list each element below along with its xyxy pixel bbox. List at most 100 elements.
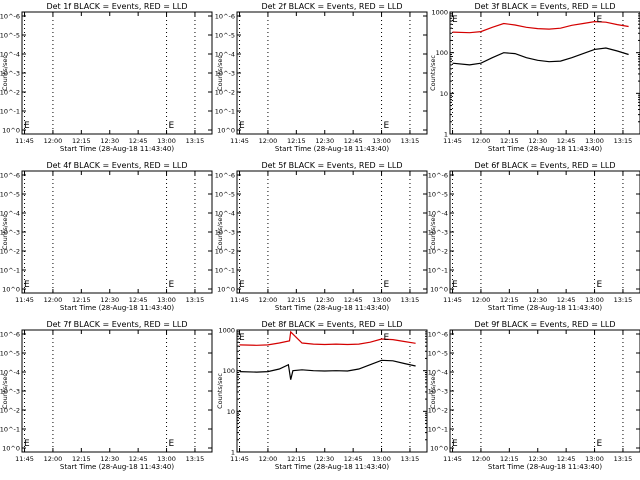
plot-frame — [449, 329, 640, 453]
x-tick-label: 12:15 — [72, 137, 91, 145]
x-tick-label: 12:15 — [72, 455, 91, 463]
y-tick-label: 10 — [227, 408, 235, 416]
y-tick-label: 10^-3 — [215, 229, 235, 237]
x-tick-label: 13:15 — [614, 137, 633, 145]
x-tick-label: 13:15 — [401, 455, 420, 463]
event-marker-label: E — [169, 121, 175, 131]
y-tick-label: 10^-3 — [0, 388, 20, 396]
panel-3: Det 3f BLACK = Events, RED = LLD 11:45 12:… — [429, 2, 640, 153]
x-tick-label: 13:00 — [372, 296, 391, 304]
panel-title: Det 4f BLACK = Events, RED = LLD — [46, 161, 187, 170]
y-tick-label: 100 — [436, 49, 448, 57]
y-axis-label: Counts/sec — [1, 55, 9, 91]
x-tick-label: 12:45 — [557, 455, 576, 463]
x-tick-label: 12:30 — [315, 296, 334, 304]
x-axis-label: Start Time (28-Aug-18 11:43:40) — [60, 463, 174, 471]
x-tick-label: 12:00 — [44, 455, 63, 463]
event-marker-label: E — [239, 121, 245, 131]
y-tick-label: 10^-4 — [215, 210, 235, 218]
event-marker-label: E — [169, 439, 175, 449]
y-tick-label: 10^-1 — [0, 267, 20, 275]
y-tick-label: 10^-6 — [0, 172, 20, 180]
x-tick-label: 12:30 — [528, 296, 547, 304]
event-marker-label: E — [239, 280, 245, 290]
x-tick-label: 12:00 — [259, 296, 278, 304]
x-tick-label: 11:45 — [230, 455, 249, 463]
y-tick-label: 10^-1 — [428, 267, 448, 275]
panel-title: Det 1f BLACK = Events, RED = LLD — [46, 2, 187, 11]
events-series-line — [239, 359, 416, 380]
x-tick-label: 12:30 — [315, 137, 334, 145]
y-tick-label: 10^0 — [2, 127, 20, 135]
y-tick-label: 10^-4 — [0, 51, 20, 59]
x-axis-label: Start Time (28-Aug-18 11:43:40) — [488, 463, 602, 471]
y-tick-label: 10^0 — [217, 286, 235, 294]
x-tick-label: 12:45 — [557, 296, 576, 304]
panel-8: Det 8f BLACK = Events, RED = LLD 11:45 12:… — [216, 320, 428, 471]
x-tick-label: 12:15 — [500, 296, 519, 304]
y-tick-label: 10^-6 — [215, 172, 235, 180]
y-tick-label: 10^0 — [2, 286, 20, 294]
x-tick-label: 12:30 — [528, 137, 547, 145]
panel-2: Det 2f BLACK = Events, RED = LLD 11:45 12:… — [215, 2, 428, 153]
y-tick-label: 10^0 — [217, 127, 235, 135]
y-tick-label: 10^0 — [2, 445, 20, 453]
plot-frame — [21, 170, 213, 294]
x-tick-label: 12:00 — [44, 296, 63, 304]
y-tick-label: 10^-2 — [0, 407, 20, 415]
y-axis-label: Counts/sec — [1, 373, 9, 409]
plot-frame — [236, 329, 428, 453]
event-marker-label: E — [384, 280, 390, 290]
x-tick-label: 13:15 — [186, 137, 205, 145]
x-tick-label: 13:00 — [157, 296, 176, 304]
y-axis-label: Counts/sec — [216, 214, 224, 250]
event-marker-label: E — [384, 333, 390, 343]
x-tick-label: 12:15 — [287, 137, 306, 145]
x-tick-label: 12:00 — [259, 455, 278, 463]
plot-frame — [21, 11, 213, 135]
panel-1: Det 1f BLACK = Events, RED = LLD 11:45 12:… — [0, 2, 213, 153]
y-tick-label: 1 — [444, 131, 448, 139]
panel-4: Det 4f BLACK = Events, RED = LLD 11:45 12:… — [0, 161, 213, 312]
y-tick-label: 10^-3 — [0, 70, 20, 78]
y-tick-label: 1000 — [218, 327, 235, 335]
x-tick-label: 13:00 — [372, 137, 391, 145]
y-tick-label: 10^-6 — [428, 331, 448, 339]
panel-title: Det 7f BLACK = Events, RED = LLD — [46, 320, 187, 329]
y-tick-label: 10^-6 — [0, 331, 20, 339]
y-tick-label: 10^-5 — [428, 191, 448, 199]
y-tick-label: 10^-5 — [215, 32, 235, 40]
y-tick-label: 10^0 — [430, 286, 448, 294]
x-tick-label: 12:45 — [344, 455, 363, 463]
event-marker-label: E — [597, 280, 603, 290]
y-axis-label: Counts/sec — [429, 55, 437, 91]
panel-title: Det 8f BLACK = Events, RED = LLD — [261, 320, 402, 329]
x-tick-label: 13:15 — [614, 296, 633, 304]
y-tick-label: 1000 — [431, 9, 448, 17]
y-tick-label: 10^-3 — [428, 388, 448, 396]
x-tick-label: 11:45 — [230, 296, 249, 304]
y-tick-label: 10^-1 — [0, 108, 20, 116]
event-marker-label: E — [452, 280, 458, 290]
x-tick-label: 12:30 — [100, 137, 119, 145]
y-axis-label: Counts/sec — [429, 373, 437, 409]
y-tick-label: 10 — [440, 90, 448, 98]
y-tick-label: 10^-1 — [0, 426, 20, 434]
x-tick-label: 11:45 — [443, 455, 462, 463]
x-tick-label: 11:45 — [15, 455, 34, 463]
lld-series-line — [239, 330, 416, 346]
panel-title: Det 2f BLACK = Events, RED = LLD — [261, 2, 402, 11]
x-tick-label: 12:15 — [287, 455, 306, 463]
y-tick-label: 10^-2 — [428, 248, 448, 256]
y-axis-label: Counts/sec — [429, 214, 437, 250]
event-marker-label: E — [597, 439, 603, 449]
y-tick-label: 10^-5 — [0, 32, 20, 40]
y-tick-label: 10^-2 — [0, 89, 20, 97]
events-series-line — [452, 47, 629, 66]
x-tick-label: 12:45 — [557, 137, 576, 145]
y-tick-label: 10^-5 — [215, 191, 235, 199]
x-tick-label: 12:00 — [472, 137, 491, 145]
panel-title: Det 9f BLACK = Events, RED = LLD — [474, 320, 615, 329]
y-tick-label: 10^-2 — [215, 89, 235, 97]
plot-frame — [449, 11, 640, 135]
